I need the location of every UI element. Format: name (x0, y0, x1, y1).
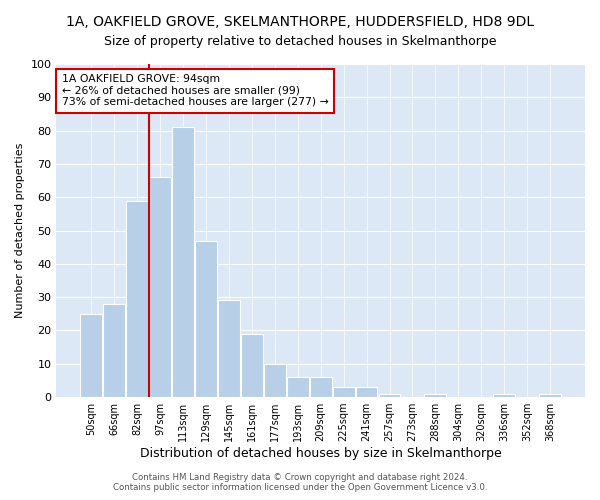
Text: 1A OAKFIELD GROVE: 94sqm
← 26% of detached houses are smaller (99)
73% of semi-d: 1A OAKFIELD GROVE: 94sqm ← 26% of detach… (62, 74, 328, 107)
Text: Size of property relative to detached houses in Skelmanthorpe: Size of property relative to detached ho… (104, 35, 496, 48)
Bar (356, 387, 377, 397)
Y-axis label: Number of detached properties: Number of detached properties (15, 143, 25, 318)
Bar (333, 387, 355, 397)
Bar (172, 128, 194, 397)
Bar (103, 304, 125, 397)
Bar (264, 364, 286, 397)
Bar (218, 300, 240, 397)
Bar (149, 177, 171, 397)
Text: Contains HM Land Registry data © Crown copyright and database right 2024.
Contai: Contains HM Land Registry data © Crown c… (113, 473, 487, 492)
Text: 1A, OAKFIELD GROVE, SKELMANTHORPE, HUDDERSFIELD, HD8 9DL: 1A, OAKFIELD GROVE, SKELMANTHORPE, HUDDE… (66, 15, 534, 29)
Bar (287, 377, 308, 397)
Bar (539, 394, 561, 397)
Bar (241, 334, 263, 397)
Bar (424, 394, 446, 397)
Bar (379, 394, 400, 397)
Bar (127, 200, 148, 397)
Bar (195, 240, 217, 397)
Bar (493, 394, 515, 397)
Bar (80, 314, 102, 397)
Bar (310, 377, 332, 397)
X-axis label: Distribution of detached houses by size in Skelmanthorpe: Distribution of detached houses by size … (140, 447, 502, 460)
